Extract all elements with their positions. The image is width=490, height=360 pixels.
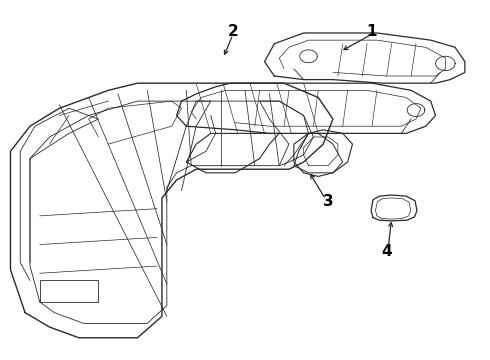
Text: 3: 3 <box>323 194 333 209</box>
Text: 1: 1 <box>367 24 377 39</box>
Text: 2: 2 <box>227 24 238 39</box>
Text: 4: 4 <box>381 244 392 259</box>
